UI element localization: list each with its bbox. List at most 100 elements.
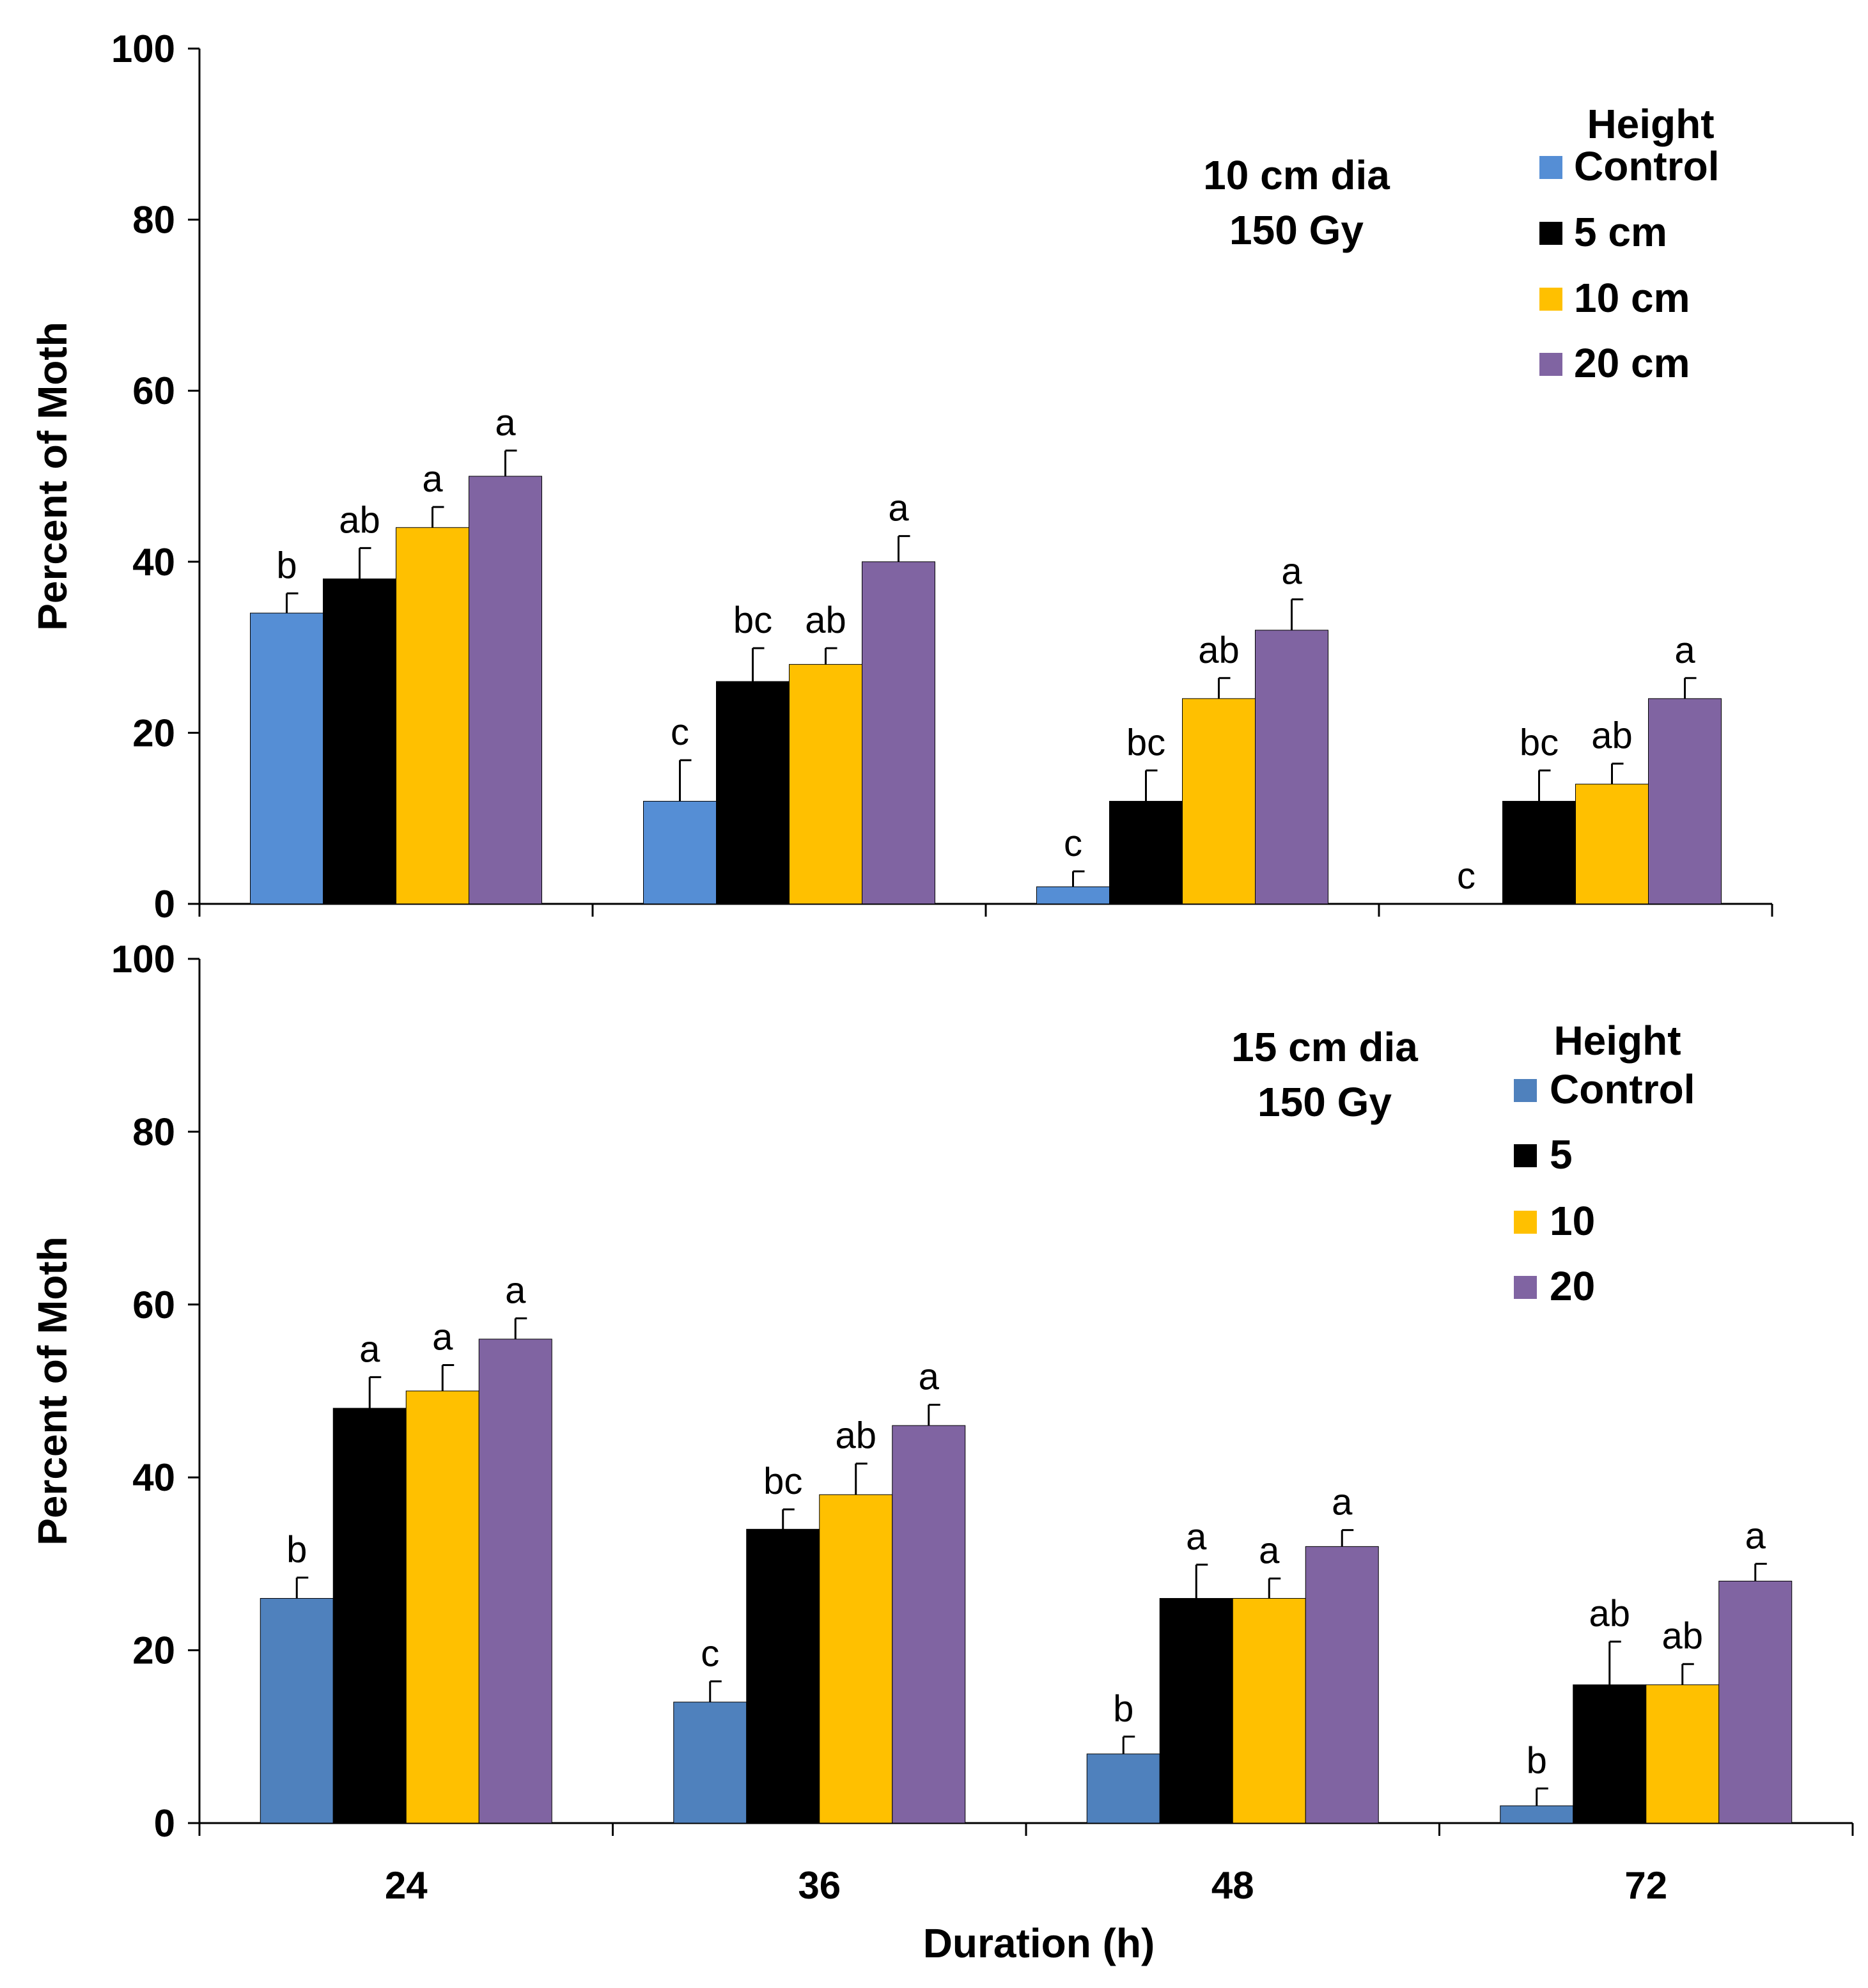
significance-letter: a [1745, 1515, 1766, 1557]
bar-10-72 [1646, 1684, 1720, 1824]
legend-swatch [1539, 156, 1562, 179]
legend-label: 20 [1550, 1263, 1595, 1309]
bar-5-36 [746, 1528, 820, 1824]
bar-20 cm-24 [469, 476, 542, 905]
significance-letter: ab [1591, 715, 1633, 757]
bar-20-72 [1718, 1580, 1793, 1824]
significance-letter: a [432, 1316, 453, 1358]
y-tick-label: 0 [154, 883, 175, 926]
significance-letter: a [505, 1270, 526, 1311]
bar-20 cm-72 [1648, 698, 1722, 905]
y-axis-label: Percent of Moth [29, 1236, 75, 1546]
chart-annotation: 150 Gy [1229, 207, 1364, 253]
significance-letter: b [1113, 1688, 1133, 1730]
significance-letter: a [919, 1356, 940, 1398]
significance-letter: b [276, 545, 297, 586]
bar-20-48 [1305, 1546, 1379, 1824]
significance-letter: a [1281, 551, 1302, 593]
significance-letter: ab [1198, 630, 1240, 671]
bar-5 cm-24 [323, 579, 396, 905]
chart-annotation: 10 cm dia [1203, 152, 1390, 198]
legend-swatch [1539, 222, 1562, 245]
legend-title: Height [1587, 101, 1714, 147]
bar-Control-24 [250, 612, 323, 905]
legend-label: 5 cm [1574, 209, 1667, 255]
significance-letter: bc [763, 1461, 802, 1502]
bar-20-36 [892, 1425, 966, 1824]
y-tick-label: 80 [132, 1110, 175, 1153]
y-tick-label: 100 [111, 27, 175, 70]
legend-label: 20 cm [1574, 340, 1690, 386]
legend-label: 10 cm [1574, 275, 1690, 321]
legend-swatch [1539, 288, 1562, 311]
y-tick-label: 40 [132, 541, 175, 584]
y-axis-label: Percent of Moth [29, 322, 75, 631]
x-tick-label: 48 [1211, 1864, 1254, 1907]
x-tick-label: 36 [798, 1864, 841, 1907]
significance-letter: a [1259, 1530, 1280, 1571]
bar-5 cm-36 [716, 681, 790, 905]
significance-letter: ab [805, 600, 846, 641]
legend-label: 5 [1550, 1131, 1573, 1177]
bar-20-24 [478, 1339, 552, 1824]
x-tick-label: 72 [1624, 1864, 1667, 1907]
chart-annotation: 150 Gy [1257, 1079, 1392, 1125]
significance-letter: a [495, 402, 516, 444]
bar-Control-48 [1086, 1753, 1160, 1824]
significance-letter: b [286, 1529, 307, 1571]
y-tick-label: 40 [132, 1456, 175, 1499]
y-tick-label: 60 [132, 369, 175, 412]
bar-5-24 [332, 1408, 407, 1824]
bar-10 cm-48 [1182, 698, 1256, 905]
bar-10 cm-24 [396, 527, 469, 905]
y-tick-label: 100 [111, 938, 175, 981]
bar-5 cm-72 [1502, 800, 1576, 905]
significance-letter: ab [1589, 1593, 1630, 1635]
significance-letter: c [701, 1633, 719, 1674]
legend-label: Control [1550, 1066, 1695, 1112]
significance-letter: a [359, 1328, 380, 1370]
bar-10-24 [405, 1390, 479, 1824]
bar-10-36 [819, 1494, 893, 1824]
x-axis-label: Duration (h) [923, 1920, 1155, 1966]
bar-5-48 [1159, 1597, 1233, 1824]
y-tick-label: 20 [132, 711, 175, 754]
bar-Control-36 [643, 800, 717, 905]
bar-10 cm-72 [1575, 784, 1649, 905]
significance-letter: bc [733, 600, 772, 641]
significance-letter: ab [1662, 1615, 1703, 1657]
bar-20 cm-36 [862, 561, 935, 905]
bar-20 cm-48 [1255, 630, 1328, 905]
legend-swatch [1539, 353, 1562, 376]
significance-letter: c [1064, 823, 1082, 864]
significance-letter: a [422, 458, 443, 500]
legend-swatch [1514, 1144, 1537, 1167]
bar-Control-24 [260, 1597, 334, 1824]
significance-letter: bc [1520, 722, 1559, 763]
bar-10 cm-36 [789, 664, 862, 905]
legend-title: Height [1553, 1018, 1681, 1064]
significance-letter: a [1332, 1482, 1353, 1523]
significance-letter: ab [835, 1415, 876, 1457]
significance-letter: a [1674, 630, 1695, 671]
bar-5 cm-48 [1109, 800, 1183, 905]
y-tick-label: 0 [154, 1802, 175, 1845]
legend-label: 10 [1550, 1198, 1595, 1244]
significance-letter: c [1457, 855, 1475, 897]
y-tick-label: 60 [132, 1284, 175, 1326]
legend-swatch [1514, 1079, 1537, 1102]
x-tick-label: 24 [385, 1864, 428, 1907]
bar-10-48 [1232, 1597, 1306, 1824]
legend-swatch [1514, 1211, 1537, 1234]
significance-letter: a [1186, 1516, 1207, 1558]
significance-letter: c [671, 711, 689, 753]
significance-letter: ab [339, 499, 380, 541]
significance-letter: bc [1126, 722, 1165, 763]
significance-letter: a [888, 488, 909, 529]
bar-Control-72 [1500, 1805, 1574, 1824]
significance-letter: b [1527, 1740, 1547, 1782]
